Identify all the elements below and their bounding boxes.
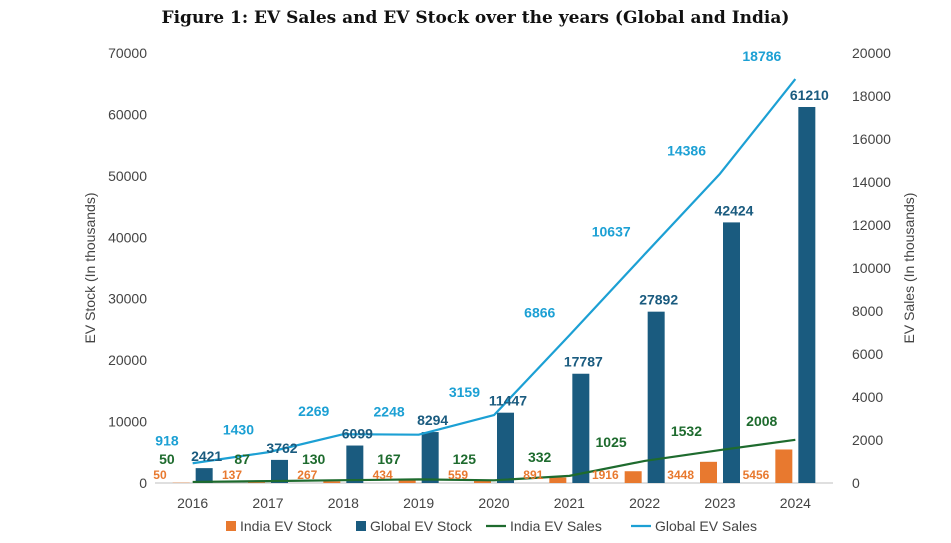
y2-tick-label: 10000: [852, 260, 891, 276]
line-global-ev-sales: [192, 78, 797, 465]
y-tick-label: 10000: [108, 414, 147, 430]
label-india-ev-stock: 267: [297, 468, 317, 482]
bar-global-ev-stock: [271, 459, 288, 483]
y-tick-label: 0: [139, 475, 147, 491]
label-india-ev-sales: 130: [302, 451, 326, 467]
bar-global-ev-stock: [572, 373, 590, 483]
y-tick-label: 60000: [108, 106, 147, 122]
label-india-ev-stock: 137: [222, 468, 242, 482]
label-global-ev-sales: 1430: [223, 421, 254, 437]
x-tick-label: 2022: [629, 495, 660, 511]
label-india-ev-sales: 50: [159, 451, 175, 467]
y2-axis-title: EV Sales (In thousands): [901, 193, 917, 344]
label-india-ev-stock: 434: [373, 468, 393, 482]
label-global-ev-sales: 10637: [592, 223, 631, 239]
legend: India EV Stock Global EV Stock India EV Sa…: [226, 518, 757, 534]
y-tick-label: 70000: [108, 45, 147, 61]
legend-india-ev-stock-swatch: [226, 521, 236, 531]
legend-india-ev-stock-label: India EV Stock: [240, 518, 333, 534]
label-india-ev-sales: 125: [453, 451, 477, 467]
x-tick-label: 2023: [704, 495, 735, 511]
label-global-ev-stock: 3762: [266, 440, 297, 456]
label-india-ev-stock: 3448: [667, 468, 694, 482]
bar-global-ev-stock: [421, 432, 439, 483]
x-tick-label: 2024: [780, 495, 811, 511]
bar-global-ev-stock: [647, 311, 665, 483]
label-global-ev-stock: 2421: [191, 448, 222, 464]
label-global-ev-sales: 918: [155, 432, 179, 448]
y-axis-title: EV Stock (In thousands): [82, 193, 98, 344]
bar-india-ev-stock: [549, 477, 567, 483]
bar-india-ev-stock: [248, 482, 265, 483]
y2-tick-label: 14000: [852, 174, 891, 190]
legend-global-ev-sales-label: Global EV Sales: [655, 518, 757, 534]
label-global-ev-sales: 14386: [667, 143, 706, 159]
label-india-ev-sales: 167: [377, 451, 401, 467]
x-tick-label: 2019: [403, 495, 434, 511]
y2-tick-label: 20000: [852, 45, 891, 61]
lines: [192, 78, 797, 484]
legend-india-ev-sales-label: India EV Sales: [510, 518, 602, 534]
bar-india-ev-stock: [775, 449, 793, 483]
bar-india-ev-stock: [624, 471, 642, 483]
label-global-ev-stock: 42424: [715, 202, 754, 218]
bar-india-ev-stock: [398, 480, 416, 483]
chart-title: Figure 1: EV Sales and EV Stock over the…: [161, 8, 790, 28]
y-tick-label: 30000: [108, 291, 147, 307]
y2-tick-label: 8000: [852, 303, 883, 319]
label-india-ev-stock: 50: [153, 468, 167, 482]
y2-tick-label: 4000: [852, 389, 883, 405]
label-global-ev-sales: 2269: [298, 403, 329, 419]
bar-global-ev-stock: [798, 106, 816, 483]
axes: 0 10000 20000 30000 40000 50000 60000 70000 0 200…: [82, 45, 917, 511]
bars: [172, 106, 816, 483]
label-global-ev-sales: 18786: [742, 48, 781, 64]
bar-global-ev-stock: [346, 445, 364, 483]
y2-tick-label: 12000: [852, 217, 891, 233]
label-global-ev-stock: 11447: [489, 393, 527, 409]
y2-tick-label: 18000: [852, 88, 891, 104]
bar-india-ev-stock: [323, 481, 341, 483]
y2-tick-label: 2000: [852, 432, 883, 448]
legend-global-ev-stock-label: Global EV Stock: [370, 518, 473, 534]
label-india-ev-stock: 891: [523, 468, 543, 482]
y-tick-label: 40000: [108, 229, 147, 245]
label-india-ev-sales: 1532: [671, 423, 702, 439]
x-tick-label: 2016: [177, 495, 208, 511]
x-tick-label: 2017: [252, 495, 283, 511]
label-global-ev-stock: 6099: [342, 426, 373, 442]
label-india-ev-sales: 87: [234, 451, 250, 467]
label-india-ev-sales: 1025: [596, 434, 627, 450]
bar-india-ev-stock: [474, 479, 491, 483]
y-tick-label: 20000: [108, 352, 147, 368]
y2-tick-label: 6000: [852, 346, 883, 362]
y-tick-label: 50000: [108, 168, 147, 184]
label-global-ev-sales: 3159: [449, 384, 480, 400]
x-tick-label: 2018: [328, 495, 359, 511]
label-india-ev-sales: 2008: [746, 413, 777, 429]
bar-india-ev-stock: [700, 461, 717, 483]
bar-global-ev-stock: [497, 412, 514, 483]
y2-tick-label: 16000: [852, 131, 891, 147]
label-global-ev-stock: 61210: [790, 87, 829, 103]
x-tick-label: 2021: [554, 495, 585, 511]
label-india-ev-sales: 332: [528, 449, 552, 465]
label-india-ev-stock: 5456: [743, 468, 770, 482]
y2-tick-label: 0: [852, 475, 860, 491]
label-global-ev-stock: 27892: [639, 292, 678, 308]
bar-global-ev-stock: [723, 222, 740, 483]
line-india-ev-sales: [192, 438, 796, 484]
x-tick-label: 2020: [478, 495, 509, 511]
label-global-ev-sales: 2248: [374, 404, 405, 420]
bar-global-ev-stock: [195, 468, 213, 483]
label-india-ev-stock: 1916: [592, 468, 619, 482]
label-global-ev-sales: 6866: [524, 304, 555, 320]
label-global-ev-stock: 17787: [564, 354, 603, 370]
legend-global-ev-stock-swatch: [356, 521, 366, 531]
label-india-ev-stock: 559: [448, 468, 468, 482]
label-global-ev-stock: 8294: [417, 412, 448, 428]
